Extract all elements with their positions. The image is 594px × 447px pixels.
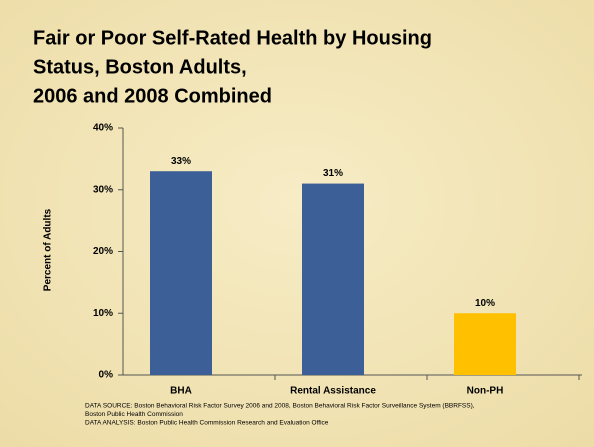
bar — [302, 183, 364, 375]
x-tick-label: BHA — [170, 386, 192, 397]
chart: Fair or Poor Self-Rated Health by Housin… — [33, 27, 582, 427]
x-tick-label: Non-PH — [467, 386, 504, 397]
chart-title: Fair or Poor Self-Rated Health by Housin… — [33, 27, 432, 49]
x-tick-label: Rental Assistance — [290, 386, 376, 397]
source-note: DATA SOURCE: Boston Behavioral Risk Fact… — [85, 403, 475, 410]
y-tick-label: 30% — [93, 184, 113, 195]
data-label: 33% — [171, 156, 191, 167]
y-tick-label: 40% — [93, 123, 113, 134]
y-axis-label: Percent of Adults — [43, 208, 54, 291]
y-tick-label: 0% — [99, 370, 114, 381]
data-label: 10% — [475, 298, 495, 309]
chart-title: 2006 and 2008 Combined — [33, 85, 272, 107]
data-label: 31% — [323, 168, 343, 179]
source-note: DATA ANALYSIS: Boston Public Health Comm… — [85, 420, 329, 427]
y-tick-label: 20% — [93, 246, 113, 257]
source-note: Boston Public Health Commission — [85, 411, 183, 418]
chart-title: Status, Boston Adults, — [33, 56, 247, 78]
bar — [150, 171, 212, 375]
y-tick-label: 10% — [93, 308, 113, 319]
bar — [454, 313, 516, 375]
